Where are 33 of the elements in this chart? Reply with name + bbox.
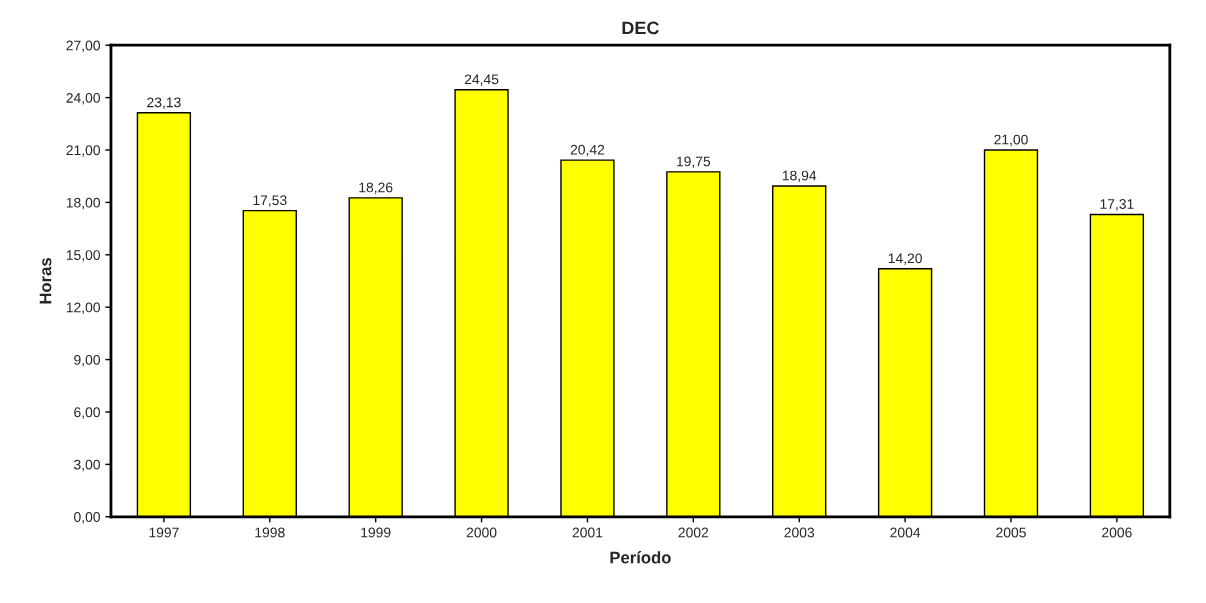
x-tick-label: 2005 — [996, 527, 1026, 538]
data-label: 17,53 — [253, 195, 287, 207]
data-label: 14,20 — [888, 253, 922, 265]
x-tick-label: 2004 — [890, 527, 921, 538]
data-label: 23,13 — [147, 97, 181, 109]
data-label: 21,00 — [994, 134, 1028, 147]
x-tick-label: 2000 — [466, 527, 497, 538]
x-tick-label: 2001 — [572, 527, 603, 538]
data-label: 20,42 — [570, 144, 605, 157]
x-tick-label: 2002 — [678, 527, 709, 538]
y-tick-label: 12,00 — [66, 302, 100, 314]
x-tick-label: 2006 — [1102, 527, 1132, 538]
chart-title: DEC — [622, 21, 659, 35]
data-label: 18,94 — [782, 170, 817, 183]
y-tick-label: 21,00 — [66, 145, 100, 157]
y-tick-label: 15,00 — [66, 250, 100, 262]
y-axis-title: Horas — [39, 258, 52, 304]
x-tick-label: 2003 — [784, 527, 815, 538]
y-tick-label: 24,00 — [66, 92, 100, 105]
y-tick-label: 6,00 — [74, 407, 100, 419]
x-tick-label: 1999 — [361, 527, 391, 538]
y-tick-label: 27,00 — [66, 40, 100, 53]
data-label: 17,31 — [1100, 199, 1134, 211]
data-label: 24,45 — [464, 74, 499, 86]
y-tick-label: 0,00 — [74, 512, 100, 524]
x-axis-title: Período — [610, 551, 671, 564]
y-tick-label: 3,00 — [74, 459, 100, 472]
data-label: 18,26 — [359, 182, 393, 194]
x-tick-label: 1997 — [149, 527, 179, 538]
y-tick-label: 9,00 — [74, 354, 100, 367]
data-label: 19,75 — [677, 156, 711, 168]
y-tick-label: 18,00 — [66, 197, 100, 210]
x-tick-label: 1998 — [255, 527, 285, 538]
